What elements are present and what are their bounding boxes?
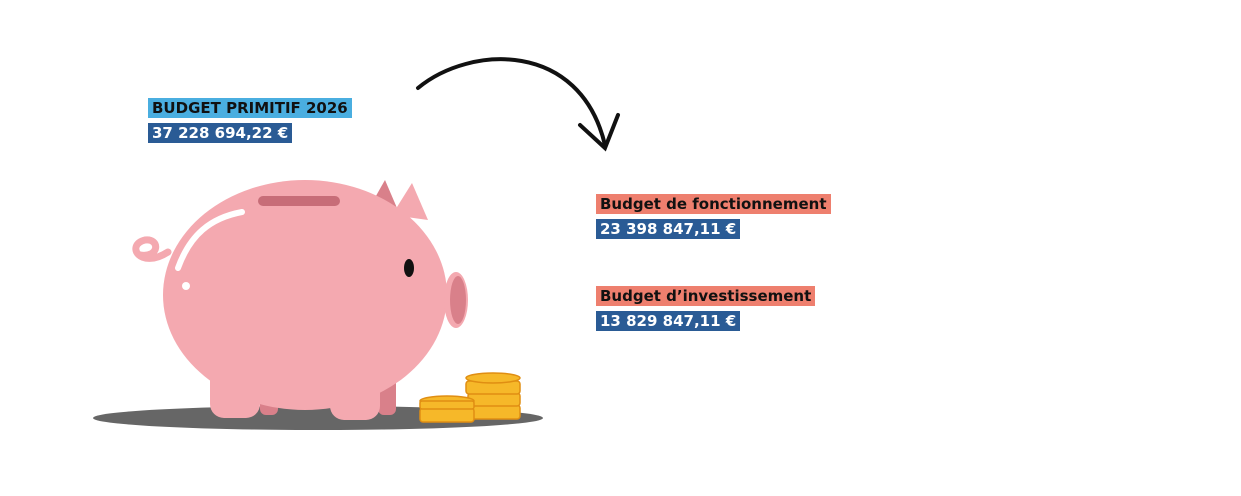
operating-budget-amount: 23 398 847,11 € (596, 219, 741, 239)
coin-stack-icon (419, 372, 521, 423)
curved-arrow-icon (416, 57, 620, 152)
operating-budget-title: Budget de fonctionnement (596, 194, 831, 214)
total-budget-title: BUDGET PRIMITIF 2026 (148, 98, 352, 118)
investment-budget-amount: 13 829 847,11 € (596, 311, 741, 331)
total-budget-amount: 37 228 694,22 € (148, 123, 293, 143)
piggy-bank-icon (132, 180, 468, 420)
investment-budget-title: Budget d’investissement (596, 286, 816, 306)
